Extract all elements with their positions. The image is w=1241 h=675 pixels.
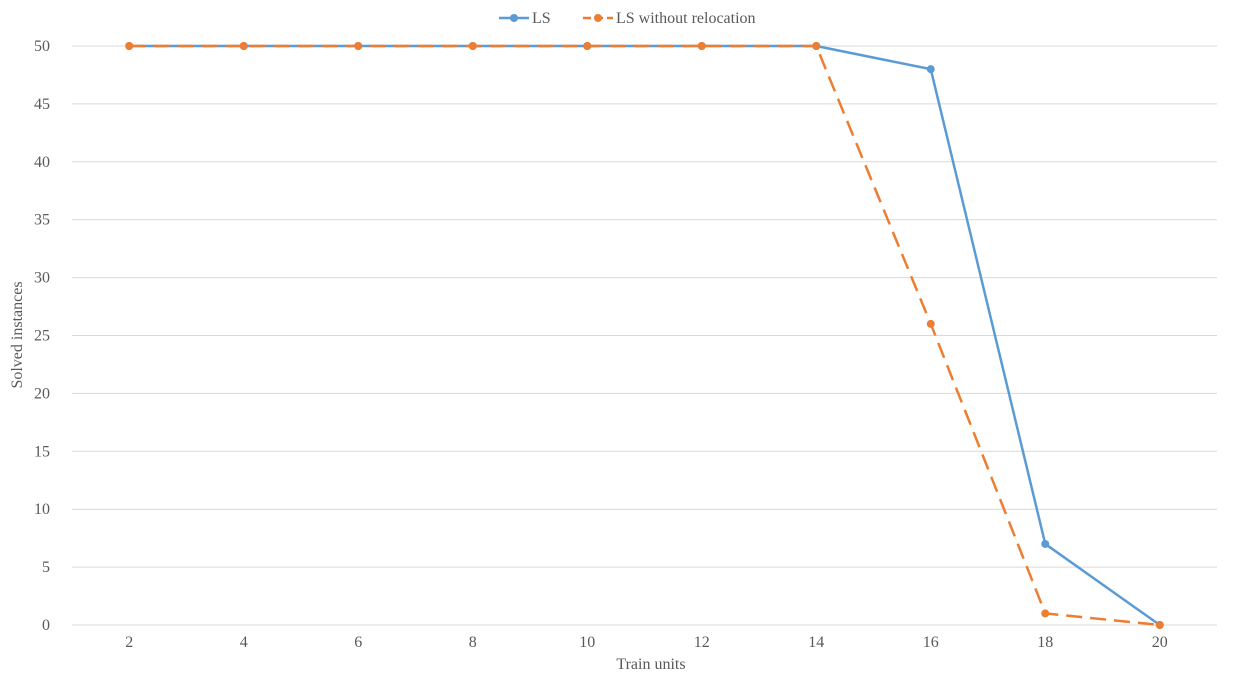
data-point-1-6 [812, 42, 821, 50]
x-tick-label-14: 14 [808, 634, 824, 651]
y-axis-title: Solved instances [9, 281, 26, 388]
y-tick-label-10: 10 [34, 501, 50, 518]
x-tick-label-10: 10 [579, 634, 595, 651]
data-point-0-7 [926, 65, 935, 74]
data-point-1-0 [125, 42, 134, 50]
x-tick-label-2: 2 [125, 634, 133, 651]
x-tick-label-12: 12 [694, 634, 710, 651]
x-tick-label-20: 20 [1152, 634, 1168, 651]
x-tick-label-18: 18 [1037, 634, 1053, 651]
x-tick-label-6: 6 [354, 634, 362, 651]
legend-marker-0 [510, 14, 518, 22]
y-tick-label-0: 0 [42, 617, 50, 634]
data-point-0-8 [1041, 539, 1050, 548]
gridlines [72, 45, 1217, 568]
y-tick-label-15: 15 [34, 443, 50, 460]
series-layer [125, 42, 1164, 629]
data-point-1-2 [354, 42, 363, 50]
y-tick-label-45: 45 [34, 96, 50, 113]
x-tick-label-16: 16 [923, 634, 939, 651]
y-axis-ticks: 0 5 10 15 20 25 30 35 40 45 50 [34, 38, 50, 634]
legend-label-1: LS without relocation [616, 10, 756, 27]
series-1 [125, 42, 1164, 629]
data-point-1-5 [697, 42, 706, 50]
data-point-1-8 [1041, 609, 1050, 618]
x-tick-label-4: 4 [240, 634, 248, 651]
data-point-1-9 [1155, 621, 1164, 629]
legend-marker-1 [594, 14, 602, 22]
y-tick-label-5: 5 [42, 559, 50, 576]
legend: LS LS without relocation [499, 10, 756, 27]
y-tick-label-20: 20 [34, 385, 50, 402]
data-point-1-3 [468, 42, 477, 50]
data-point-1-4 [583, 42, 592, 50]
x-axis-ticks: 2 4 6 8 10 12 14 16 18 20 [125, 634, 1168, 651]
y-tick-label-35: 35 [34, 212, 50, 229]
data-point-1-7 [926, 319, 935, 328]
y-tick-label-50: 50 [34, 38, 50, 55]
y-tick-label-25: 25 [34, 328, 50, 345]
x-tick-label-8: 8 [469, 634, 477, 651]
y-tick-label-30: 30 [34, 270, 50, 287]
series-line-1 [129, 44, 1160, 627]
legend-label-0: LS [532, 10, 551, 27]
data-point-1-1 [239, 42, 248, 50]
x-axis-title: Train units [616, 656, 685, 673]
y-tick-label-40: 40 [34, 154, 50, 171]
